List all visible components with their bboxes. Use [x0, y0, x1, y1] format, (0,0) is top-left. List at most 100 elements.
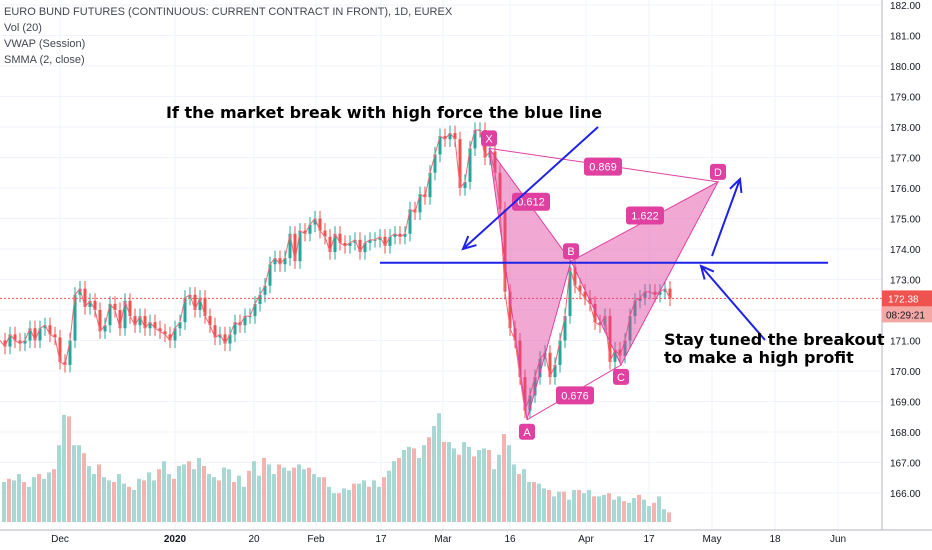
- candle-body: [13, 334, 17, 341]
- volume-bar: [77, 445, 81, 522]
- volume-bar: [302, 469, 306, 522]
- candle-body: [128, 300, 132, 317]
- x-tick-label: Apr: [578, 534, 594, 545]
- candle-body: [293, 233, 297, 262]
- candle-body: [468, 148, 472, 182]
- indicator-smma[interactable]: SMMA (2, close): [4, 54, 85, 66]
- candle-body: [448, 133, 452, 140]
- candle-body: [443, 136, 447, 140]
- volume-bar: [102, 477, 106, 522]
- volume-bar: [107, 480, 111, 522]
- volume-bar: [262, 458, 266, 522]
- pattern-ratio-label: 0.676: [561, 390, 589, 402]
- candle-body: [8, 334, 12, 347]
- candle-body: [18, 340, 22, 344]
- candle-body: [108, 303, 112, 326]
- volume-bar: [7, 478, 11, 522]
- volume-bar: [462, 442, 466, 522]
- volume-bar: [597, 496, 601, 522]
- volume-bar: [12, 480, 16, 522]
- annotation-breakout-line2: to make a high profit: [664, 348, 854, 367]
- candle-body: [598, 322, 602, 326]
- candle-body: [503, 209, 507, 292]
- candle-body: [548, 352, 552, 378]
- volume-bar: [442, 442, 446, 522]
- candle-body: [328, 236, 332, 253]
- candle-body: [563, 316, 567, 341]
- indicator-volume[interactable]: Vol (20): [4, 22, 42, 34]
- volume-bar: [527, 482, 531, 522]
- candle-body: [438, 136, 442, 155]
- candle-body: [73, 294, 77, 341]
- candle-body: [318, 218, 322, 231]
- candle-body: [528, 395, 532, 411]
- y-tick-label: 170.00: [890, 367, 921, 378]
- volume-bar: [507, 445, 511, 522]
- annotation-breakout-line1: Stay tuned the breakout: [664, 330, 885, 349]
- volume-bar: [607, 493, 611, 522]
- candle-body: [158, 328, 162, 332]
- candle-body: [88, 300, 92, 307]
- candle-body: [473, 130, 477, 149]
- volume-bar: [322, 477, 326, 522]
- volume-bar: [17, 474, 21, 522]
- candle-body: [138, 316, 142, 326]
- candle-body: [428, 172, 432, 198]
- volume-bar: [307, 467, 311, 522]
- volume-bar: [192, 469, 196, 522]
- y-tick-label: 177.00: [890, 154, 921, 165]
- pattern-point-label: C: [617, 372, 625, 384]
- pattern-point-a: [519, 423, 535, 440]
- volume-bar: [372, 480, 376, 522]
- volume-bar: [97, 464, 101, 522]
- volume-bar: [617, 496, 621, 522]
- arrow-down-left-head: [461, 235, 477, 251]
- volume-bar: [227, 469, 231, 522]
- volume-bar: [437, 413, 441, 522]
- y-tick-label: 176.00: [890, 184, 921, 195]
- volume-bar: [342, 488, 346, 522]
- volume-bar: [362, 480, 366, 522]
- volume-bar: [202, 466, 206, 522]
- volume-bar: [407, 446, 411, 522]
- drawings: X A B C D 0.612 0.869 1.622 0.676: [0, 126, 882, 440]
- candle-body: [153, 322, 157, 329]
- volume-bar: [492, 469, 496, 522]
- volume-bar: [377, 486, 381, 522]
- arrow-to-line-head: [699, 264, 715, 280]
- y-tick-label: 171.00: [890, 337, 921, 348]
- candle-body: [378, 236, 382, 240]
- indicator-vwap[interactable]: VWAP (Session): [4, 38, 86, 50]
- volume-bar: [447, 442, 451, 522]
- volume-bar: [92, 474, 96, 522]
- candle-body: [433, 154, 437, 173]
- volume-bar: [42, 478, 46, 522]
- volume-bar: [317, 477, 321, 522]
- candle-body: [298, 230, 302, 262]
- volume-bar: [457, 454, 461, 522]
- annotation-blue-line: If the market break with high force the …: [166, 103, 603, 122]
- candle-body: [518, 340, 522, 378]
- pattern-ratio-box: [556, 386, 594, 405]
- volume-bar: [587, 490, 591, 522]
- candle-body: [633, 300, 637, 317]
- candle-body: [553, 364, 557, 378]
- candle-body: [23, 340, 27, 344]
- volume-bar: [117, 474, 121, 522]
- volume-bar: [392, 461, 396, 522]
- volume-bar: [382, 477, 386, 522]
- price-axis-bg: [882, 0, 932, 550]
- candle-body: [408, 209, 412, 234]
- candle-body: [78, 288, 82, 295]
- pattern-point-b: [563, 243, 579, 260]
- time-axis: Dec 2020 20 Feb 17 Mar 16 Apr 17 May 18 Jun: [0, 529, 932, 545]
- candle-body: [263, 285, 267, 295]
- volume-bar: [87, 466, 91, 522]
- candle-body: [303, 230, 307, 234]
- volume-bars: [2, 413, 671, 522]
- volume-bar: [637, 494, 641, 522]
- volume-bar: [182, 464, 186, 522]
- chart-legend: EURO BUND FUTURES (CONTINUOUS: CURRENT C…: [4, 4, 452, 68]
- volume-bar: [652, 502, 656, 522]
